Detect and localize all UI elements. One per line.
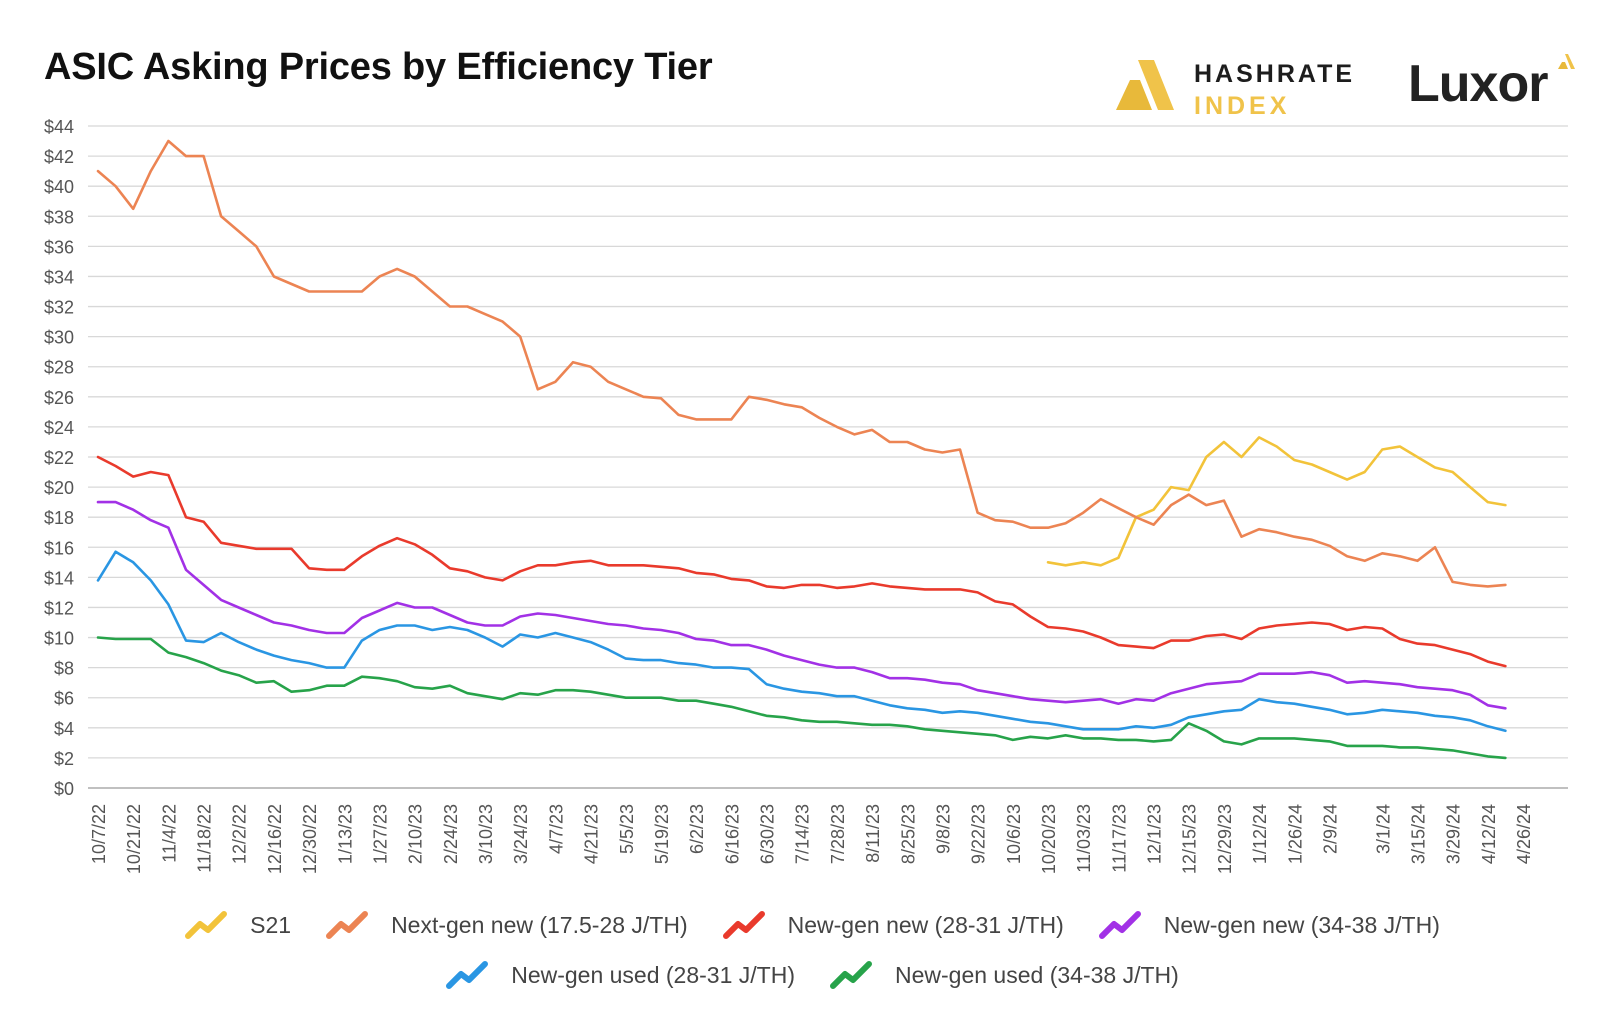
x-tick-label: 3/24/23 (511, 804, 531, 864)
x-tick-label: 12/15/23 (1180, 804, 1200, 874)
x-tick-label: 11/18/22 (195, 804, 215, 873)
x-tick-label: 9/8/23 (933, 804, 953, 854)
page-title: ASIC Asking Prices by Efficiency Tier (44, 46, 713, 88)
x-tick-label: 3/29/24 (1444, 804, 1464, 864)
hashrate-index-logo-icon (1116, 60, 1174, 110)
series-line-4 (96, 550, 1507, 733)
x-tick-label: 9/22/23 (969, 804, 989, 864)
y-tick-label: $8 (54, 659, 74, 679)
legend-item: New-gen used (34-38 J/TH) (829, 960, 1179, 990)
brand-luxor-label: Luxor (1408, 55, 1548, 113)
y-tick-label: $24 (44, 418, 74, 438)
y-tick-label: $14 (44, 568, 74, 588)
x-tick-label: 12/16/22 (265, 804, 285, 874)
y-tick-label: $42 (44, 147, 74, 167)
y-tick-label: $30 (44, 328, 74, 348)
y-tick-label: $38 (44, 207, 74, 227)
legend-line-icon (1098, 911, 1141, 939)
x-tick-label: 7/14/23 (793, 804, 813, 864)
legend-line-icon (446, 961, 489, 989)
legend-row-2: New-gen used (28-31 J/TH) New-gen used (3… (0, 960, 1624, 990)
legend-item: New-gen used (28-31 J/TH) (445, 960, 795, 990)
x-tick-label: 4/12/24 (1479, 804, 1499, 864)
x-tick-label: 2/10/23 (406, 804, 426, 864)
x-tick-label: 4/26/24 (1514, 804, 1534, 864)
x-tick-label: 2/24/23 (441, 804, 461, 864)
x-tick-label: 8/11/23 (863, 804, 883, 863)
x-tick-label: 6/30/23 (758, 804, 778, 864)
y-tick-label: $10 (44, 629, 74, 649)
x-tick-label: 6/16/23 (722, 804, 742, 864)
y-tick-label: $16 (44, 538, 74, 558)
y-tick-label: $18 (44, 508, 74, 528)
legend-label: New-gen used (34-38 J/TH) (895, 961, 1179, 988)
legend-item: New-gen new (28-31 J/TH) (722, 910, 1064, 940)
x-tick-label: 2/9/24 (1320, 804, 1340, 854)
x-tick-label: 1/26/24 (1285, 804, 1305, 864)
legend-label: S21 (250, 911, 292, 938)
x-tick-label: 4/21/23 (582, 804, 602, 864)
series-line-5 (96, 636, 1507, 760)
x-tick-label: 12/2/22 (230, 804, 250, 864)
x-tick-label: 10/7/22 (89, 804, 109, 864)
y-tick-label: $12 (44, 598, 74, 618)
x-tick-label: 3/1/24 (1373, 804, 1393, 854)
legend-label: New-gen used (28-31 J/TH) (511, 961, 795, 988)
legend-item: New-gen new (34-38 J/TH) (1098, 910, 1440, 940)
legend-label: New-gen new (28-31 J/TH) (787, 911, 1064, 938)
legend-item: Next-gen new (17.5-28 J/TH) (325, 910, 688, 940)
x-tick-label: 12/30/22 (300, 804, 320, 874)
y-tick-label: $20 (44, 478, 74, 498)
x-tick-label: 1/13/23 (335, 804, 355, 864)
x-tick-label: 11/4/22 (159, 804, 179, 863)
y-tick-label: $44 (44, 117, 74, 137)
x-tick-label: 10/21/22 (124, 804, 144, 874)
y-tick-label: $4 (54, 719, 74, 739)
x-tick-label: 10/6/23 (1004, 804, 1024, 864)
x-tick-label: 1/12/24 (1250, 804, 1270, 864)
series-line-1 (96, 139, 1507, 588)
x-tick-label: 4/7/23 (546, 804, 566, 854)
legend-line-icon (722, 911, 765, 939)
x-tick-label: 3/15/24 (1408, 804, 1428, 864)
x-tick-label: 12/29/23 (1215, 804, 1235, 874)
brand-index-label: INDEX (1194, 92, 1291, 120)
x-tick-label: 11/03/23 (1074, 804, 1094, 873)
series-line-3 (96, 500, 1507, 710)
y-tick-label: $2 (54, 749, 74, 769)
legend-label: Next-gen new (17.5-28 J/TH) (391, 911, 688, 938)
x-tick-label: 3/10/23 (476, 804, 496, 864)
series-line-0 (1046, 436, 1507, 567)
x-tick-label: 11/17/23 (1109, 804, 1129, 873)
legend-line-icon (830, 961, 872, 989)
brand-hashrate-label: HASHRATE (1194, 60, 1356, 88)
x-tick-label: 12/1/23 (1145, 804, 1165, 864)
legend-item: S21 (184, 910, 291, 940)
y-tick-label: $6 (54, 689, 74, 709)
x-tick-label: 7/28/23 (828, 804, 848, 864)
legend-label: New-gen new (34-38 J/TH) (1163, 911, 1440, 938)
y-tick-label: $22 (44, 448, 74, 468)
x-tick-label: 6/2/23 (687, 804, 707, 854)
luxor-mark-icon (1558, 54, 1575, 69)
legend-line-icon (326, 911, 369, 939)
legend-line-icon (185, 911, 228, 939)
y-tick-label: $34 (44, 267, 74, 287)
y-tick-label: $36 (44, 237, 74, 257)
x-tick-label: 8/25/23 (898, 804, 918, 864)
x-tick-label: 1/27/23 (370, 804, 390, 864)
x-tick-label: 10/20/23 (1039, 804, 1059, 874)
y-tick-label: $28 (44, 358, 74, 378)
x-tick-label: 5/5/23 (617, 804, 637, 854)
x-tick-label: 5/19/23 (652, 804, 672, 864)
y-tick-label: $0 (54, 779, 74, 799)
series-line-2 (96, 455, 1507, 668)
y-tick-label: $40 (44, 177, 74, 197)
y-tick-label: $26 (44, 388, 74, 408)
y-tick-label: $32 (44, 298, 74, 318)
legend-row-1: S21 Next-gen new (17.5-28 J/TH) New-gen ne… (0, 910, 1624, 940)
